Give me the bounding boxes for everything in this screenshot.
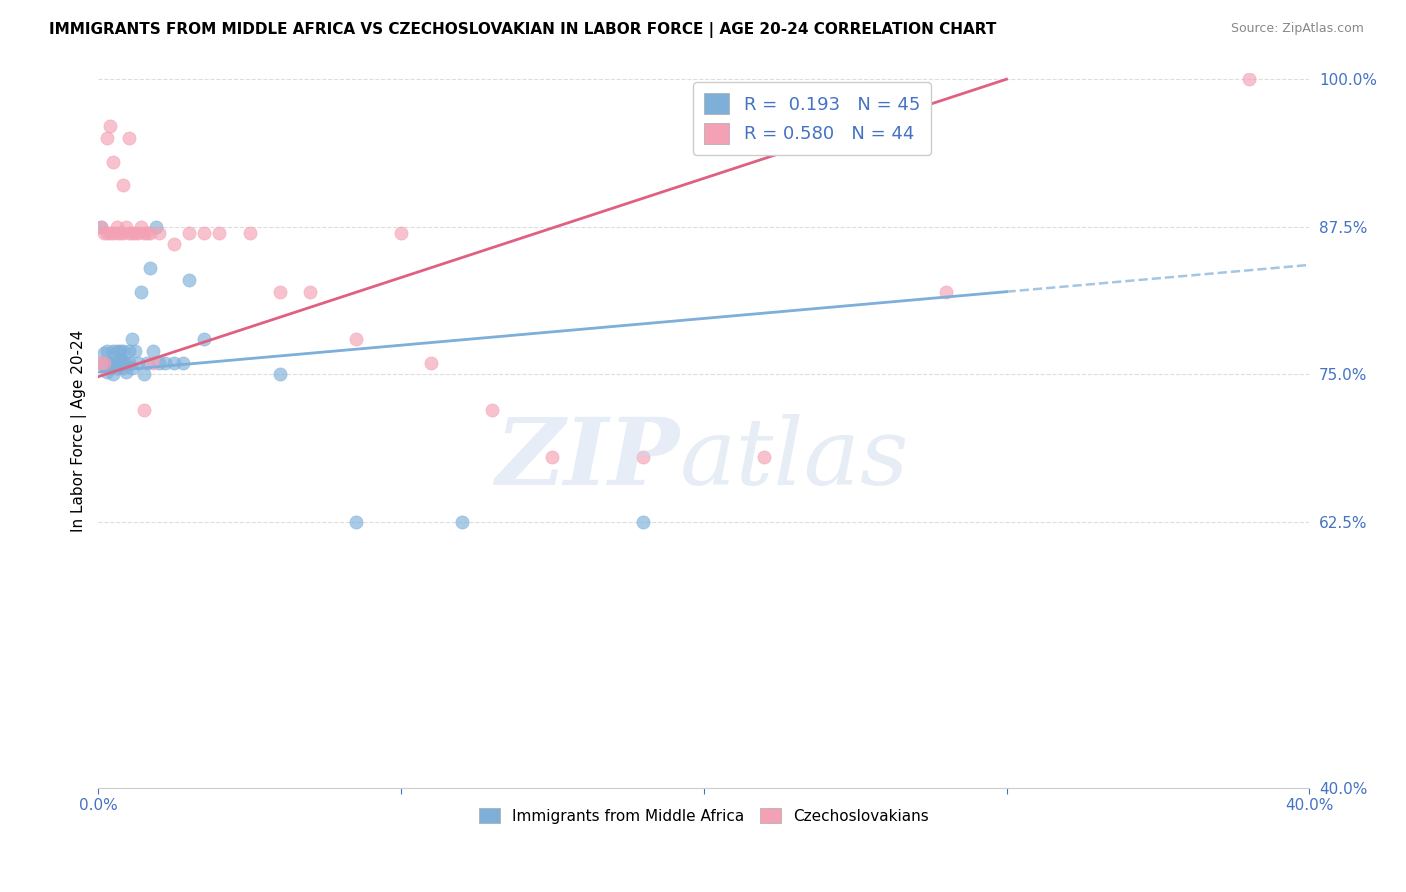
Point (103, 226, 125, 240)
Point (179, 226, 201, 240)
Point (103, 355, 125, 369)
Point (117, 355, 139, 369)
Point (145, 219, 167, 234)
Point (111, 355, 134, 369)
Point (100, 226, 122, 240)
Point (96, 131, 118, 145)
Point (541, 450, 564, 464)
Point (344, 332, 367, 346)
Point (132, 402, 155, 417)
Point (100, 120, 122, 134)
Point (132, 226, 155, 240)
Point (127, 226, 149, 240)
Point (163, 355, 186, 369)
Point (96, 226, 118, 240)
Point (100, 361, 122, 376)
Point (117, 343, 139, 358)
Point (481, 402, 503, 417)
Point (148, 355, 170, 369)
Legend: Immigrants from Middle Africa, Czechoslovakians: Immigrants from Middle Africa, Czechoslo… (472, 802, 935, 830)
Point (129, 285, 152, 299)
Point (90, 219, 112, 234)
Point (111, 343, 134, 358)
Point (103, 343, 125, 358)
Point (111, 226, 134, 240)
Point (90, 219, 112, 234)
Point (239, 226, 262, 240)
Point (124, 226, 146, 240)
Point (193, 226, 215, 240)
Point (163, 237, 186, 252)
Point (153, 355, 176, 369)
Point (90, 355, 112, 369)
Point (269, 368, 291, 382)
Point (96, 343, 118, 358)
Point (93, 226, 115, 240)
Point (135, 226, 157, 240)
Point (179, 273, 201, 287)
Point (1237, 72, 1260, 87)
Point (121, 226, 143, 240)
Point (935, 285, 957, 299)
Point (148, 226, 170, 240)
Point (631, 515, 654, 529)
Point (193, 332, 215, 346)
Point (117, 131, 139, 145)
Point (389, 226, 412, 240)
Point (108, 343, 131, 358)
Point (269, 285, 291, 299)
Point (139, 226, 162, 240)
Point (754, 450, 776, 464)
Point (108, 358, 131, 372)
Point (96, 365, 118, 379)
Point (93, 346, 115, 360)
Point (172, 355, 194, 369)
Point (90, 355, 112, 369)
Point (108, 353, 131, 368)
Point (111, 178, 134, 193)
Point (96, 355, 118, 369)
Point (344, 515, 367, 529)
Text: Source: ZipAtlas.com: Source: ZipAtlas.com (1230, 22, 1364, 36)
Point (111, 361, 134, 376)
Point (103, 368, 125, 382)
Point (142, 355, 165, 369)
Point (208, 226, 231, 240)
Point (105, 343, 128, 358)
Point (105, 219, 128, 234)
Point (114, 365, 136, 379)
Point (121, 332, 143, 346)
Point (93, 355, 115, 369)
Point (299, 285, 322, 299)
Point (117, 226, 139, 240)
Point (129, 219, 152, 234)
Point (114, 219, 136, 234)
Point (93, 358, 115, 372)
Point (105, 355, 128, 369)
Point (105, 361, 128, 376)
Point (114, 355, 136, 369)
Point (139, 261, 162, 276)
Text: IMMIGRANTS FROM MIDDLE AFRICA VS CZECHOSLOVAKIAN IN LABOR FORCE | AGE 20-24 CORR: IMMIGRANTS FROM MIDDLE AFRICA VS CZECHOS… (49, 22, 997, 38)
Point (142, 343, 165, 358)
Point (631, 450, 654, 464)
Point (103, 154, 125, 169)
Point (105, 226, 128, 240)
Point (420, 355, 443, 369)
Point (127, 355, 149, 369)
Point (450, 515, 472, 529)
Text: ZIP: ZIP (495, 414, 679, 504)
Point (108, 226, 131, 240)
Point (132, 368, 155, 382)
Point (135, 355, 157, 369)
Point (124, 343, 146, 358)
Y-axis label: In Labor Force | Age 20-24: In Labor Force | Age 20-24 (72, 329, 87, 532)
Point (121, 361, 143, 376)
Text: atlas: atlas (679, 414, 910, 504)
Point (100, 355, 122, 369)
